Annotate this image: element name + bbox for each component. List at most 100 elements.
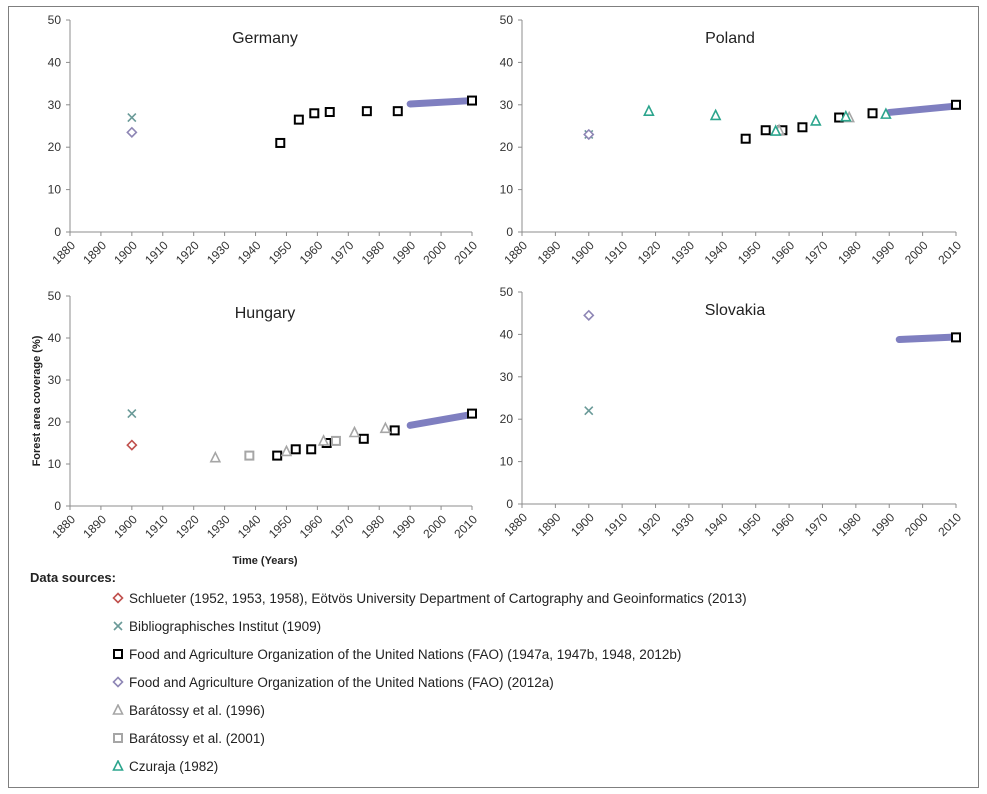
legend-marker	[113, 733, 123, 743]
data-point-square	[467, 408, 477, 419]
x-tick-label: 2000	[420, 512, 449, 541]
data-point-square	[467, 95, 477, 106]
triangle-marker-icon	[112, 760, 124, 771]
x-tick-label: 1950	[266, 238, 295, 267]
diamond-marker-icon	[112, 592, 124, 604]
triangle-marker-icon	[112, 704, 124, 715]
data-point-square	[951, 332, 961, 343]
data-point-triangle	[317, 434, 330, 446]
y-tick-label: 50	[48, 289, 62, 303]
y-tick-label: 30	[500, 98, 514, 112]
data-point-square	[275, 137, 286, 148]
legend-label: Czuraja (1982)	[129, 758, 219, 774]
x-tick-label: 1990	[389, 512, 418, 541]
y-tick-label: 30	[500, 370, 514, 384]
legend-label: Bibliographisches Institut (1909)	[129, 618, 322, 634]
data-point-square	[290, 444, 301, 455]
x-tick-label: 1920	[173, 512, 202, 541]
x-tick-label: 1940	[235, 238, 264, 267]
x-tick-label: 1980	[359, 512, 388, 541]
data-point-triangle	[209, 450, 222, 463]
x-tick-label: 2000	[420, 238, 449, 267]
data-point-triangle	[280, 444, 293, 457]
data-point-square	[272, 450, 283, 461]
x-tick-label: 2000	[902, 238, 931, 267]
y-tick-label: 30	[48, 373, 62, 387]
legend-label: Food and Agriculture Organization of the…	[129, 674, 554, 690]
data-point-square	[951, 99, 961, 110]
x-tick-label: 1880	[49, 512, 78, 541]
x-tick-label: 1980	[835, 238, 864, 267]
legend-item: Food and Agriculture Organization of the…	[112, 644, 681, 664]
x-tick-label: 1970	[328, 512, 357, 541]
data-point-diamond	[126, 439, 138, 451]
x-tick-label: 1960	[768, 238, 797, 267]
data-point-diamond	[126, 126, 138, 138]
x-tick-label: 1960	[297, 238, 326, 267]
data-point-triangle	[880, 107, 892, 119]
data-point-x	[127, 409, 137, 419]
y-tick-label: 0	[54, 225, 61, 239]
legend-marker	[113, 649, 123, 659]
panel-title: Slovakia	[705, 302, 766, 319]
x-tick-label: 1940	[702, 510, 731, 539]
square-marker-icon	[113, 649, 123, 659]
trend-band	[406, 97, 476, 108]
x-tick-label: 1930	[204, 512, 233, 541]
data-point-diamond	[583, 309, 595, 321]
legend-label: Schlueter (1952, 1953, 1958), Eötvös Uni…	[129, 590, 747, 606]
x-tick-label: 1960	[768, 510, 797, 539]
panel-title: Poland	[705, 30, 755, 47]
trend-band	[885, 102, 960, 116]
y-tick-label: 20	[48, 140, 62, 154]
data-point-square	[358, 433, 369, 444]
x-axis-label: Time (Years)	[232, 555, 298, 567]
data-point-square	[867, 108, 878, 119]
y-tick-label: 10	[500, 455, 514, 469]
x-tick-label: 1980	[835, 510, 864, 539]
x-tick-label: 1960	[297, 512, 326, 541]
x-tick-label: 1980	[359, 238, 388, 267]
panel-title: Germany	[232, 30, 298, 47]
legend-item: Czuraja (1982)	[112, 756, 218, 776]
legend-item: Food and Agriculture Organization of the…	[112, 672, 554, 692]
y-tick-label: 50	[48, 13, 62, 27]
x-tick-label: 2010	[451, 512, 480, 541]
x-tick-label: 1940	[235, 512, 264, 541]
trend-band	[895, 333, 960, 343]
data-point-square	[324, 107, 335, 118]
x-tick-label: 1900	[111, 512, 140, 541]
x-tick-label: 1910	[142, 512, 171, 541]
legend-marker	[113, 621, 123, 631]
data-point-square	[309, 108, 320, 119]
data-point-triangle	[769, 124, 782, 136]
x-tick-label: 1910	[601, 510, 630, 539]
data-point-triangle	[379, 421, 392, 434]
x-tick-label: 1910	[601, 238, 630, 267]
data-point-x	[584, 406, 594, 416]
y-tick-label: 20	[500, 412, 514, 426]
data-point-x	[127, 112, 137, 123]
legend-item: Barátossy et al. (2001)	[112, 728, 265, 748]
data-point-diamond	[583, 128, 595, 141]
x-tick-label: 1950	[735, 510, 764, 539]
legend-item: Barátossy et al. (1996)	[112, 700, 265, 720]
x-tick-label: 1990	[869, 510, 898, 539]
legend-marker	[112, 676, 124, 688]
legend: Data sources: Schlueter (1952, 1953, 195…	[30, 570, 960, 774]
data-point-square	[760, 125, 771, 136]
legend-marker	[112, 592, 124, 604]
legend-label: Barátossy et al. (2001)	[129, 730, 265, 746]
data-point-triangle	[348, 425, 361, 438]
x-tick-label: 2010	[451, 238, 480, 267]
x-tick-label: 1890	[80, 238, 109, 267]
legend-title: Data sources:	[30, 570, 116, 585]
x-tick-label: 1970	[802, 238, 831, 267]
trend-band	[406, 410, 476, 429]
x-tick-label: 1890	[80, 512, 109, 541]
x-tick-label: 1950	[735, 238, 764, 267]
x-tick-label: 1890	[535, 238, 564, 267]
